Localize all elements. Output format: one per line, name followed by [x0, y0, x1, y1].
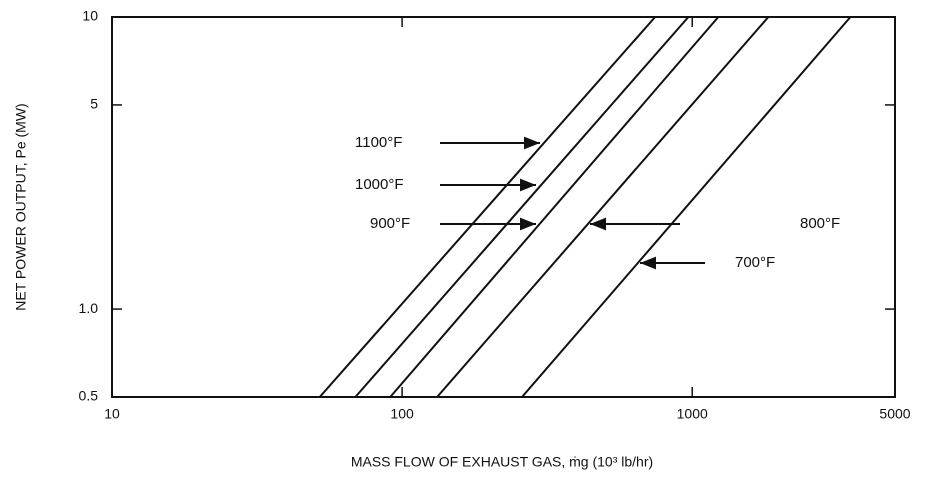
- y-tick-label: 1.0: [79, 300, 99, 316]
- x-axis-label: MASS FLOW OF EXHAUST GAS, ṁg (10³ lb/hr): [351, 454, 653, 470]
- series-label: 1000°F: [355, 176, 404, 193]
- series-line: [521, 16, 852, 398]
- series-label: 1100°F: [355, 134, 402, 151]
- x-tick-label: 1000: [677, 406, 708, 422]
- series-line: [436, 16, 770, 398]
- x-tick-label: 100: [390, 406, 414, 422]
- y-tick-label: 0.5: [79, 388, 99, 404]
- series-line: [389, 16, 720, 398]
- y-tick-label: 10: [82, 8, 98, 24]
- x-tick-label: 10: [104, 406, 120, 422]
- y-tick-label: 5: [90, 96, 98, 112]
- series-label: 800°F: [800, 215, 840, 232]
- series-label: 900°F: [370, 215, 410, 232]
- plot-frame: [111, 16, 896, 398]
- y-axis-label: NET POWER OUTPUT, Pe (MW): [13, 103, 29, 310]
- series-line: [354, 16, 690, 398]
- x-tick-label: 5000: [879, 406, 910, 422]
- series-line: [318, 16, 656, 398]
- series-label: 700°F: [735, 254, 775, 271]
